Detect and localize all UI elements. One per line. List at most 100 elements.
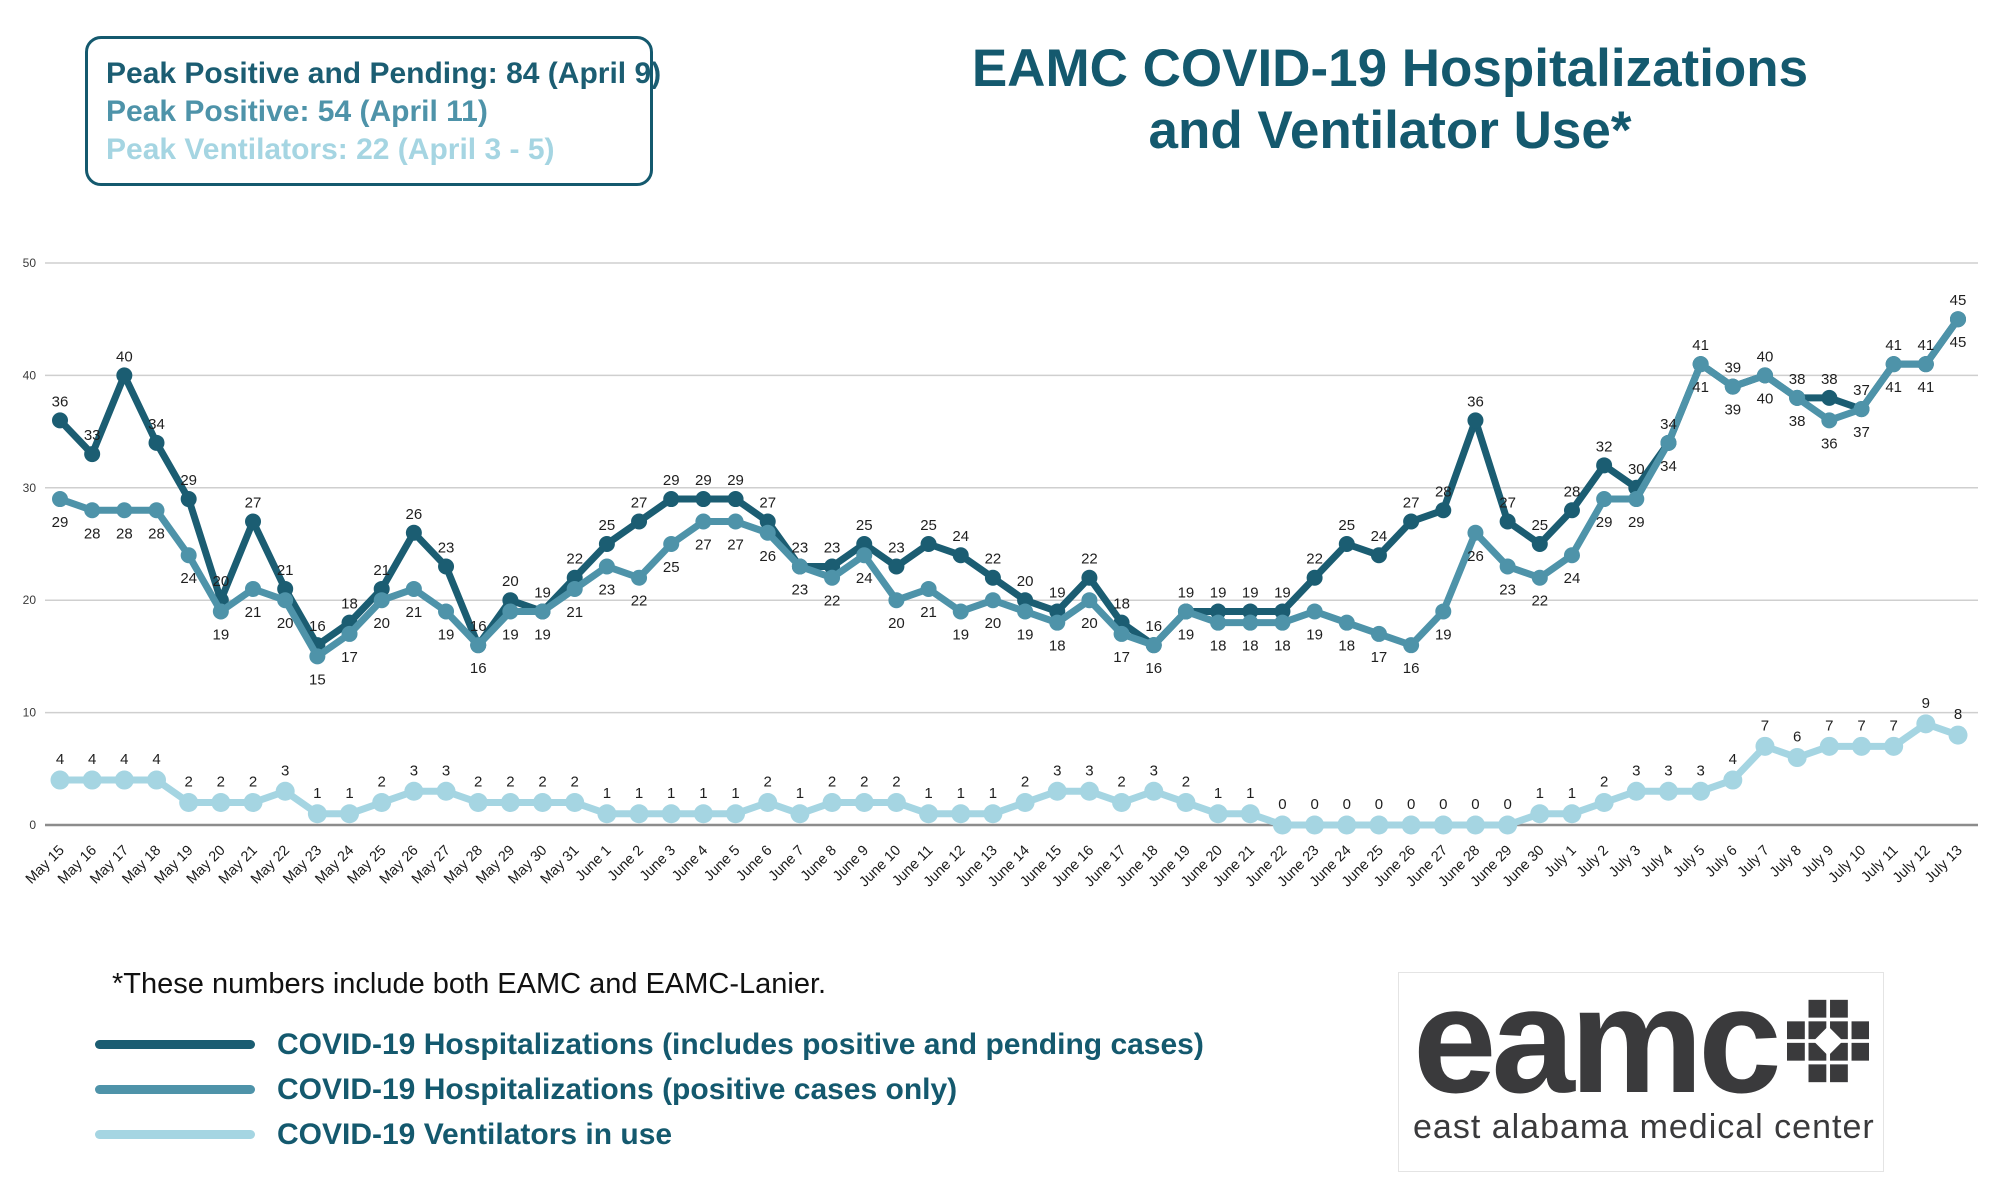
value-label: 45 [1950,334,1967,351]
value-label: 1 [1246,785,1254,802]
value-label: 1 [603,785,611,802]
value-label: 20 [1017,573,1034,590]
x-tick-label: July 1 [1542,843,1580,881]
value-label: 0 [1439,796,1447,813]
value-label: 18 [1210,638,1227,655]
value-label: 1 [699,785,707,802]
value-label: 40 [1757,390,1774,407]
value-label: 2 [249,774,257,791]
value-label: 16 [470,618,487,635]
value-label: 3 [410,762,418,779]
value-label: 3 [1085,762,1093,779]
x-tick-label: July 3 [1606,843,1644,881]
value-label: 1 [796,785,804,802]
value-label: 20 [985,615,1002,632]
value-label: 7 [1889,717,1897,734]
value-label: 21 [406,604,423,621]
y-tick-label: 50 [23,256,37,270]
value-label: 36 [52,393,69,410]
value-label: 2 [378,774,386,791]
value-label: 16 [309,618,326,635]
value-label: 34 [1660,458,1677,475]
eamc-logo-cross-icon [1786,999,1869,1082]
value-label: 27 [1403,495,1420,512]
value-label: 2 [828,774,836,791]
value-label: 18 [1338,638,1355,655]
legend-label-hospitalizations-positive: COVID-19 Hospitalizations (positive case… [277,1072,958,1106]
value-label: 24 [180,570,197,587]
value-label: 22 [985,551,1002,568]
value-label: 27 [759,495,776,512]
value-label: 29 [52,514,69,531]
value-label: 27 [631,495,648,512]
value-label: 19 [1049,584,1066,601]
value-label: 1 [924,785,932,802]
value-label: 20 [1081,615,1098,632]
value-label: 7 [1857,717,1865,734]
value-label: 28 [148,525,165,542]
value-label: 19 [534,584,551,601]
value-label: 23 [1499,581,1516,598]
value-label: 25 [856,517,873,534]
value-label: 4 [120,751,128,768]
value-label: 23 [438,539,455,556]
x-tick-label: July 2 [1574,843,1612,881]
legend-line-swatch-medium [95,1085,255,1094]
value-label: 40 [1757,348,1774,365]
value-label: 36 [1821,435,1838,452]
eamc-logo-row: eamc [1413,956,1869,1124]
eamc-logo-word: eamc [1413,956,1782,1124]
value-label: 1 [313,785,321,802]
value-label: 24 [856,570,873,587]
value-label: 36 [1467,393,1484,410]
value-label: 37 [1853,382,1870,399]
y-tick-label: 30 [23,481,37,495]
value-label: 3 [1053,762,1061,779]
value-label: 0 [1310,796,1318,813]
value-label: 29 [1596,514,1613,531]
value-label: 28 [84,525,101,542]
value-label: 22 [1531,593,1548,610]
value-label: 24 [1371,528,1388,545]
value-label: 3 [1664,762,1672,779]
value-label: 19 [1242,584,1259,601]
value-label: 40 [116,348,133,365]
x-tick-label: July 8 [1767,843,1805,881]
value-label: 39 [1724,360,1741,377]
value-label: 4 [88,751,96,768]
value-label: 29 [727,472,744,489]
value-label: 41 [1885,337,1902,354]
value-label: 28 [1435,483,1452,500]
value-label: 29 [180,472,197,489]
series-line-2 [50,714,1968,835]
value-label: 19 [534,626,551,643]
value-label: 25 [1338,517,1355,534]
peak-ventilators-text: Peak Ventilators: 22 (April 3 - 5) [106,133,555,167]
value-label: 34 [1660,416,1677,433]
value-label: 1 [667,785,675,802]
value-label: 29 [663,472,680,489]
value-label: 20 [373,615,390,632]
value-label: 27 [727,537,744,554]
value-label: 3 [1150,762,1158,779]
series-value-labels-1: 29 28 28 28 24 19 21 20 15 17 20 21 19 16 19 19 21 23 22 25… [52,334,1967,688]
series-line-0 [52,311,1966,654]
value-label: 39 [1724,402,1741,419]
value-label: 1 [1214,785,1222,802]
value-label: 22 [631,593,648,610]
value-label: 27 [245,495,262,512]
value-label: 2 [1021,774,1029,791]
value-label: 1 [345,785,353,802]
value-label: 18 [1274,638,1291,655]
value-label: 2 [1600,774,1608,791]
value-label: 21 [920,604,937,621]
value-label: 25 [599,517,616,534]
peak-positive-text: Peak Positive: 54 (April 11) [106,95,488,129]
value-label: 30 [1628,461,1645,478]
value-label: 2 [217,774,225,791]
value-label: 2 [571,774,579,791]
value-label: 8 [1954,706,1962,723]
